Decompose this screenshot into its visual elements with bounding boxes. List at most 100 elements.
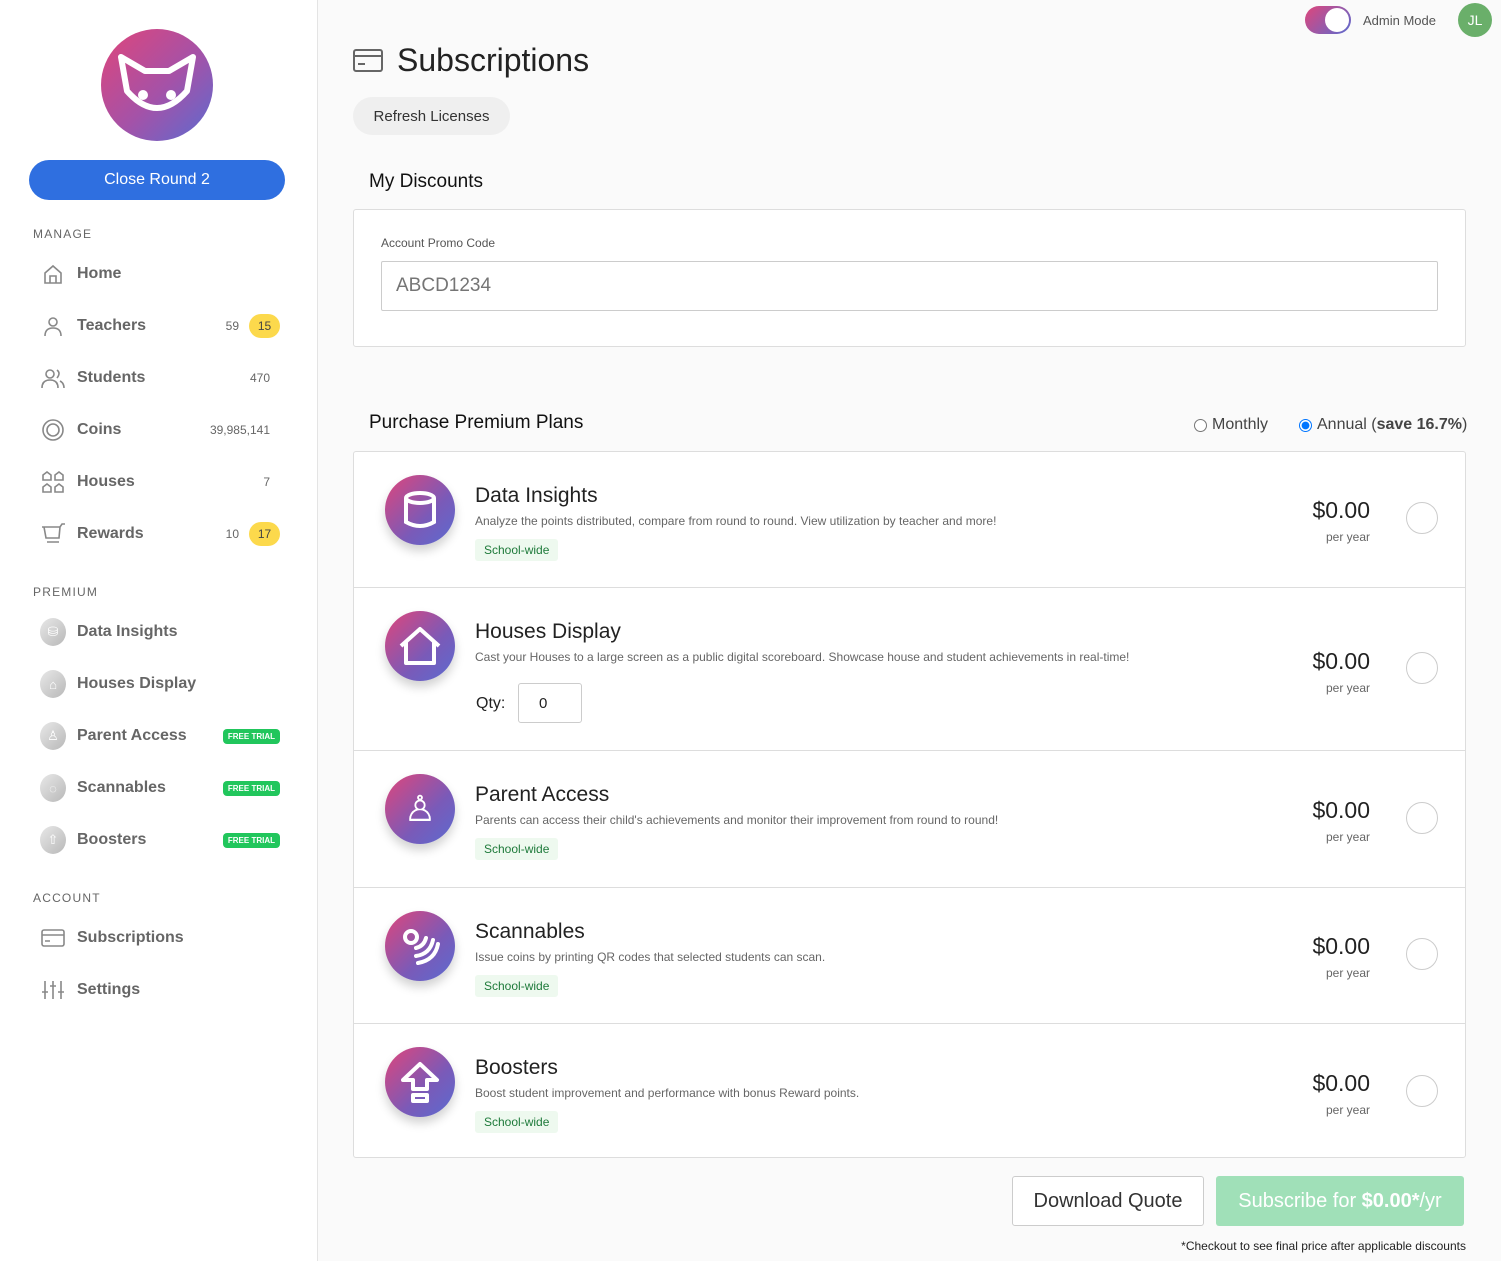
plan-row[interactable]: ♙ Parent Access Parents can access their… xyxy=(354,750,1465,887)
qty-label: Qty: xyxy=(476,695,506,712)
parent-icon: ♙ xyxy=(40,722,66,750)
scan-icon: ◌ xyxy=(40,774,66,802)
annual-label: Annual ( xyxy=(1317,416,1377,433)
manage-section-label: MANAGE xyxy=(33,227,93,241)
house-icon xyxy=(385,611,455,681)
free-trial-badge: FREE TRIAL xyxy=(222,832,280,848)
annual-radio[interactable] xyxy=(1299,418,1312,432)
sidebar-item-data-insights[interactable]: ⛁ Data Insights xyxy=(40,617,280,647)
sidebar-item-boosters[interactable]: ⇧ Boosters FREE TRIAL xyxy=(40,825,280,855)
sidebar-item-rewards[interactable]: Rewards 10 17 xyxy=(40,519,280,549)
plans-card: Data Insights Analyze the points distrib… xyxy=(353,451,1466,1158)
arrow-up-icon xyxy=(385,1047,455,1117)
plan-select-radio[interactable] xyxy=(1406,1075,1438,1107)
plan-period: per year xyxy=(1325,830,1370,844)
plan-select-radio[interactable] xyxy=(1406,652,1438,684)
refresh-licenses-button[interactable]: Refresh Licenses xyxy=(353,97,510,135)
rewards-count: 10 xyxy=(225,527,239,541)
premium-section-label: PREMIUM xyxy=(33,585,99,599)
plan-row[interactable]: Scannables Issue coins by printing QR co… xyxy=(354,887,1465,1023)
sidebar-item-houses[interactable]: Houses 7 xyxy=(40,467,280,497)
qty-input[interactable]: 0 xyxy=(518,683,582,723)
user-avatar[interactable]: JL xyxy=(1458,3,1492,37)
billing-annual-option[interactable]: Annual (save 16.7%) xyxy=(1299,416,1467,434)
teachers-count: 59 xyxy=(225,319,239,333)
home-icon xyxy=(40,261,66,287)
plan-description: Parents can access their child's achieve… xyxy=(475,813,999,827)
promo-code-input[interactable] xyxy=(381,261,1438,311)
school-wide-tag: School-wide xyxy=(475,539,559,561)
sidebar-item-subscriptions[interactable]: Subscriptions xyxy=(40,923,280,953)
school-wide-tag: School-wide xyxy=(475,1111,559,1133)
plan-row[interactable]: Houses Display Cast your Houses to a lar… xyxy=(354,587,1465,750)
scan-icon xyxy=(385,911,455,981)
annual-savings: save 16.7% xyxy=(1376,416,1462,433)
plan-price: $0.00 xyxy=(1312,797,1370,823)
discounts-card: Account Promo Code xyxy=(353,209,1466,347)
sidebar-item-teachers[interactable]: Teachers 59 15 xyxy=(40,311,280,341)
nav-label: Rewards xyxy=(77,525,144,542)
plan-period: per year xyxy=(1325,966,1370,980)
nav-label: Data Insights xyxy=(77,623,178,640)
sidebar-item-parent-access[interactable]: ♙ Parent Access FREE TRIAL xyxy=(40,721,280,751)
billing-monthly-option[interactable]: Monthly xyxy=(1194,416,1268,434)
sidebar: Close Round 2 MANAGE Home Teachers 59 15 S… xyxy=(0,0,318,1261)
sidebar-item-settings[interactable]: Settings xyxy=(40,975,280,1005)
monthly-radio[interactable] xyxy=(1194,418,1207,432)
plan-period: per year xyxy=(1325,530,1370,544)
coin-icon xyxy=(40,417,66,443)
plan-name: Scannables xyxy=(475,920,585,943)
close-round-button[interactable]: Close Round 2 xyxy=(29,160,285,200)
coins-count: 39,985,141 xyxy=(209,423,270,437)
arrow-up-icon: ⇧ xyxy=(40,826,66,854)
nav-label: Subscriptions xyxy=(77,929,184,946)
plan-row[interactable]: Data Insights Analyze the points distrib… xyxy=(354,452,1465,587)
sidebar-item-coins[interactable]: Coins 39,985,141 xyxy=(40,415,280,445)
students-count: 470 xyxy=(249,371,270,385)
raccoon-logo xyxy=(101,29,213,141)
rewards-badge: 17 xyxy=(249,522,280,546)
nav-label: Coins xyxy=(77,421,122,438)
card-icon xyxy=(40,925,66,951)
admin-mode-label: Admin Mode xyxy=(1363,13,1436,28)
plan-select-radio[interactable] xyxy=(1406,938,1438,970)
monthly-label: Monthly xyxy=(1212,416,1269,433)
nav-label: Boosters xyxy=(77,831,147,848)
download-quote-button[interactable]: Download Quote xyxy=(1012,1176,1204,1226)
checkout-note: *Checkout to see final price after appli… xyxy=(1181,1239,1466,1253)
sidebar-item-students[interactable]: Students 470 xyxy=(40,363,280,393)
cart-icon xyxy=(40,521,66,547)
house-icon: ⌂ xyxy=(40,670,66,698)
houses-count: 7 xyxy=(263,475,270,489)
plan-description: Cast your Houses to a large screen as a … xyxy=(475,650,1130,664)
account-section-label: ACCOUNT xyxy=(33,891,101,905)
plan-select-radio[interactable] xyxy=(1406,502,1438,534)
free-trial-badge: FREE TRIAL xyxy=(222,780,280,796)
sidebar-item-houses-display[interactable]: ⌂ Houses Display xyxy=(40,669,280,699)
sliders-icon xyxy=(40,977,66,1003)
nav-label: Houses xyxy=(77,473,135,490)
premium-plans-heading: Purchase Premium Plans xyxy=(369,412,584,433)
free-trial-badge: FREE TRIAL xyxy=(222,728,280,744)
database-icon xyxy=(385,475,455,545)
subscribe-amount: $0.00* xyxy=(1361,1189,1420,1212)
plan-price: $0.00 xyxy=(1312,648,1370,674)
my-discounts-heading: My Discounts xyxy=(369,171,484,192)
nav-label: Houses Display xyxy=(77,675,197,692)
plan-price: $0.00 xyxy=(1312,933,1370,959)
subscribe-label: Subscribe for xyxy=(1238,1189,1362,1212)
card-icon xyxy=(353,48,383,79)
admin-mode-toggle[interactable] xyxy=(1305,6,1351,34)
plan-price: $0.00 xyxy=(1312,497,1370,523)
person-icon xyxy=(40,313,66,339)
plan-row[interactable]: Boosters Boost student improvement and p… xyxy=(354,1023,1465,1157)
subscribe-period: /yr xyxy=(1419,1189,1442,1212)
subscribe-button[interactable]: Subscribe for $0.00*/yr xyxy=(1216,1176,1464,1226)
plan-select-radio[interactable] xyxy=(1406,802,1438,834)
plan-period: per year xyxy=(1325,1103,1370,1117)
people-icon xyxy=(40,365,66,391)
sidebar-item-home[interactable]: Home xyxy=(40,259,280,289)
plan-price: $0.00 xyxy=(1312,1070,1370,1096)
sidebar-item-scannables[interactable]: ◌ Scannables FREE TRIAL xyxy=(40,773,280,803)
nav-label: Home xyxy=(77,265,122,282)
